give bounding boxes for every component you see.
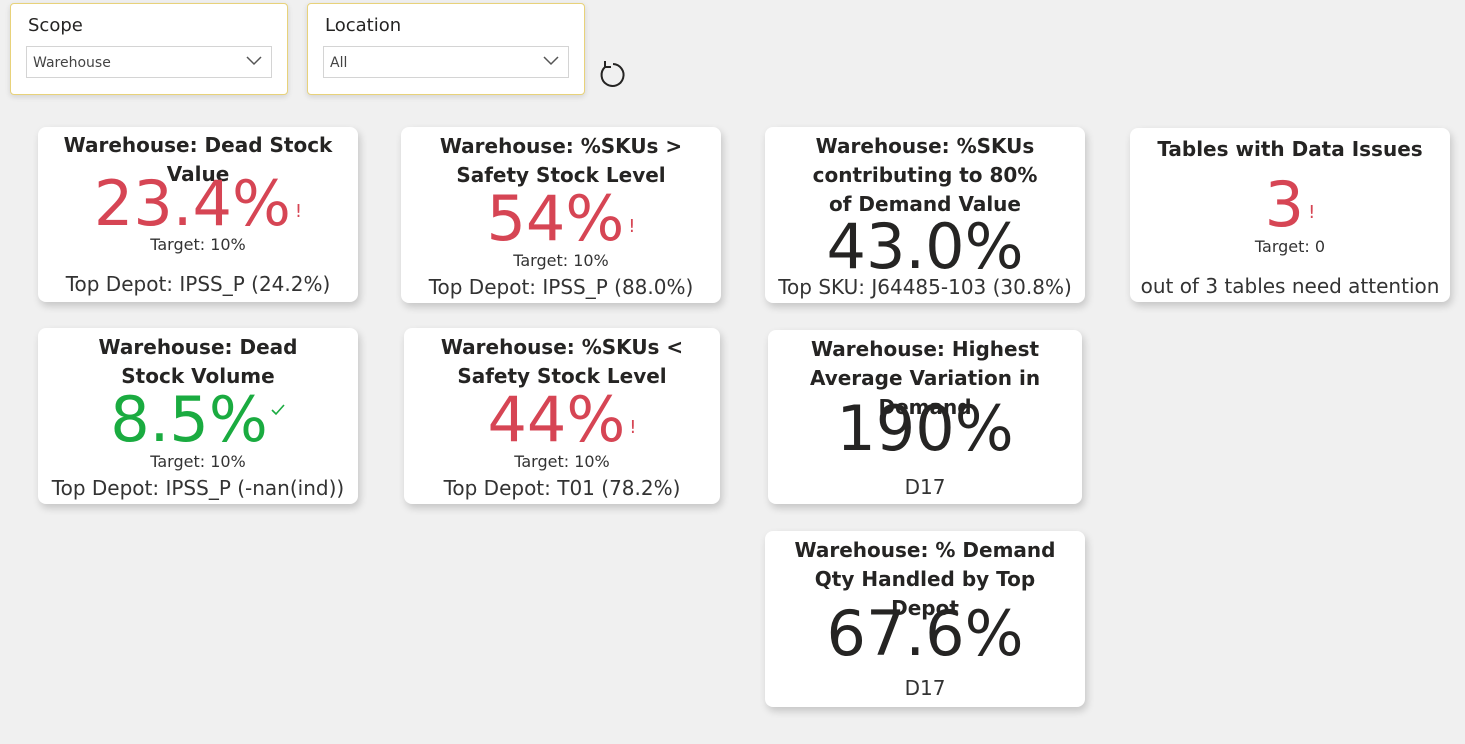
card-title: Warehouse: %SKUs contributing to 80% of … bbox=[812, 134, 1038, 216]
card-title: Warehouse: %SKUs < Safety Stock Level bbox=[440, 335, 684, 388]
alert-flag: ! bbox=[1308, 202, 1316, 223]
kpi-value: 54%! bbox=[401, 186, 721, 252]
checkmark-icon bbox=[271, 404, 285, 416]
location-dropdown[interactable]: All bbox=[323, 46, 569, 78]
card-title: Warehouse: Dead Stock Volume bbox=[98, 335, 298, 388]
scope-dropdown[interactable]: Warehouse bbox=[26, 46, 272, 78]
kpi-footer: D17 bbox=[904, 676, 946, 700]
card-title: Warehouse: % Demand Qty Handled by Top D… bbox=[794, 538, 1056, 620]
refresh-icon[interactable] bbox=[596, 59, 628, 91]
card-title: Tables with Data Issues bbox=[1157, 137, 1423, 161]
location-slicer-title: Location bbox=[325, 15, 402, 36]
kpi-value: 23.4%! bbox=[38, 171, 358, 237]
card-title: Warehouse: %SKUs > Safety Stock Level bbox=[439, 134, 683, 187]
kpi-number: 23.4% bbox=[93, 167, 291, 240]
kpi-number: 67.6% bbox=[826, 597, 1024, 670]
dead-stock-volume-card: Warehouse: Dead Stock Volume 8.5% Target… bbox=[38, 328, 358, 504]
kpi-value: 3! bbox=[1130, 172, 1450, 238]
kpi-number: 3 bbox=[1264, 168, 1305, 241]
kpi-footer: out of 3 tables need attention bbox=[1140, 274, 1440, 298]
scope-slicer-title: Scope bbox=[28, 15, 83, 36]
kpi-target: Target: 10% bbox=[150, 235, 246, 254]
kpi-target: Target: 0 bbox=[1254, 237, 1326, 256]
kpi-footer: Top Depot: IPSS_P (-nan(ind)) bbox=[51, 476, 345, 500]
kpi-value: 8.5% bbox=[38, 387, 358, 453]
kpi-number: 44% bbox=[487, 383, 626, 456]
alert-flag: ! bbox=[629, 417, 637, 438]
demand-qty-top-depot-card: Warehouse: % Demand Qty Handled by Top D… bbox=[765, 531, 1085, 707]
scope-slicer: Scope Warehouse bbox=[10, 3, 288, 95]
chevron-down-icon bbox=[246, 56, 262, 66]
kpi-value: 43.0% bbox=[765, 214, 1085, 280]
kpi-footer: Top SKU: J64485-103 (30.8%) bbox=[778, 275, 1072, 299]
location-selected-value: All bbox=[330, 55, 348, 71]
card-title: Warehouse: Dead Stock Value bbox=[63, 133, 333, 186]
kpi-footer: Top Depot: IPSS_P (88.0%) bbox=[428, 275, 694, 299]
kpi-footer: Top Depot: T01 (78.2%) bbox=[443, 476, 681, 500]
chevron-down-icon bbox=[543, 56, 559, 66]
alert-flag: ! bbox=[294, 201, 303, 222]
kpi-target: Target: 10% bbox=[150, 452, 246, 471]
kpi-value: 67.6% bbox=[765, 601, 1085, 667]
kpi-footer: D17 bbox=[904, 475, 946, 499]
alert-flag: ! bbox=[628, 216, 636, 237]
skus-below-safety-card: Warehouse: %SKUs < Safety Stock Level 44… bbox=[404, 328, 720, 504]
dead-stock-value-card: Warehouse: Dead Stock Value 23.4%! Targe… bbox=[38, 127, 358, 302]
kpi-number: 54% bbox=[486, 182, 625, 255]
data-issues-card: Tables with Data Issues 3! Target: 0 out… bbox=[1130, 128, 1450, 302]
kpi-value: 190% bbox=[768, 396, 1082, 462]
location-slicer: Location All bbox=[307, 3, 585, 95]
kpi-value: 44%! bbox=[404, 387, 720, 453]
skus-80-demand-card: Warehouse: %SKUs contributing to 80% of … bbox=[765, 127, 1085, 303]
kpi-footer: Top Depot: IPSS_P (24.2%) bbox=[65, 272, 331, 296]
kpi-number: 190% bbox=[836, 392, 1014, 465]
kpi-number: 43.0% bbox=[826, 210, 1024, 283]
kpi-target: Target: 10% bbox=[513, 251, 609, 270]
skus-above-safety-card: Warehouse: %SKUs > Safety Stock Level 54… bbox=[401, 127, 721, 303]
highest-variation-card: Warehouse: Highest Average Variation in … bbox=[768, 330, 1082, 504]
kpi-target: Target: 10% bbox=[514, 452, 610, 471]
kpi-number: 8.5% bbox=[110, 383, 268, 456]
scope-selected-value: Warehouse bbox=[33, 55, 111, 71]
card-title: Warehouse: Highest Average Variation in … bbox=[809, 337, 1041, 419]
